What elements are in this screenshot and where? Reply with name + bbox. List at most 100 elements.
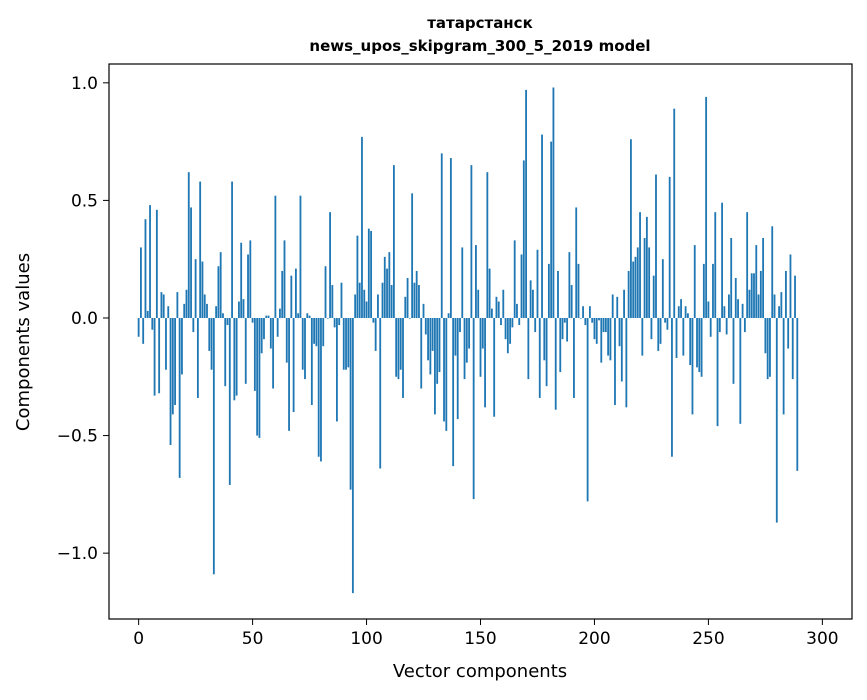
bar <box>734 278 737 318</box>
bar <box>791 317 794 380</box>
bar <box>700 317 703 377</box>
bar <box>351 317 354 594</box>
x-tick-label: 200 <box>578 629 610 649</box>
bar <box>529 280 532 318</box>
bar <box>288 317 290 431</box>
x-axis-ticks: 0 50 100 150 200 250 300 <box>133 619 839 649</box>
bar <box>625 317 628 408</box>
bar <box>475 245 477 318</box>
bar <box>304 317 306 380</box>
bar <box>342 317 345 370</box>
y-tick-label: 0.0 <box>71 309 98 329</box>
bar <box>509 317 512 344</box>
bar <box>338 317 341 326</box>
bar <box>165 317 167 370</box>
bar <box>737 299 739 318</box>
y-tick-label: −1.0 <box>57 544 98 564</box>
y-axis-label: Components values <box>13 253 34 431</box>
bar <box>677 306 680 318</box>
bar <box>224 317 227 387</box>
bar <box>181 317 183 375</box>
bar <box>616 296 619 318</box>
bar <box>326 317 329 319</box>
bar <box>769 317 771 377</box>
bar <box>570 285 573 318</box>
bars-layer <box>137 87 799 594</box>
bar <box>149 205 151 318</box>
bar <box>306 313 309 318</box>
bar <box>299 195 302 318</box>
bar <box>294 268 297 318</box>
bar <box>502 289 505 318</box>
bar <box>317 317 320 457</box>
bar <box>411 193 414 318</box>
bar <box>215 306 218 318</box>
bar <box>636 247 639 318</box>
bar <box>228 317 231 485</box>
bar <box>550 141 553 318</box>
bar <box>279 308 281 318</box>
bar <box>267 315 270 318</box>
bar <box>762 238 765 318</box>
bar <box>789 254 792 318</box>
bar <box>324 266 327 318</box>
bar <box>598 317 600 321</box>
bar <box>162 294 165 318</box>
bar <box>447 313 450 318</box>
bar <box>588 306 591 318</box>
bar <box>794 275 796 318</box>
bar <box>459 317 461 333</box>
bar <box>472 317 475 500</box>
bar <box>235 317 238 396</box>
bar <box>429 317 432 375</box>
bar <box>449 158 452 318</box>
bar <box>534 317 537 333</box>
bar <box>454 317 457 356</box>
bar <box>648 247 651 318</box>
bar <box>573 317 575 398</box>
bar <box>242 299 245 318</box>
bar <box>272 317 275 389</box>
bar <box>413 282 416 318</box>
bar <box>361 136 363 318</box>
bar <box>680 299 682 318</box>
bar <box>543 317 546 361</box>
bar <box>753 273 755 318</box>
bar <box>408 317 411 319</box>
bar <box>399 317 402 370</box>
bar <box>238 301 240 318</box>
bar <box>365 301 368 318</box>
x-tick-label: 150 <box>464 629 496 649</box>
bar <box>659 317 662 344</box>
bar <box>739 317 742 424</box>
bar <box>604 317 607 333</box>
bar <box>575 207 578 318</box>
bar <box>775 317 778 523</box>
bar <box>532 289 534 318</box>
bar <box>310 317 313 405</box>
bar <box>771 226 774 318</box>
bar <box>465 317 468 363</box>
bar <box>212 317 215 575</box>
bar <box>634 256 637 318</box>
bar <box>144 219 147 318</box>
bar <box>705 96 708 318</box>
bar <box>383 256 386 318</box>
bar <box>748 289 751 318</box>
bar <box>490 308 493 318</box>
bar <box>693 245 696 318</box>
bar <box>650 317 653 340</box>
bar <box>682 317 685 356</box>
bar <box>381 282 384 318</box>
bar <box>766 317 769 380</box>
bar <box>395 317 398 377</box>
bar <box>276 317 279 337</box>
bar <box>233 317 236 401</box>
chart-title-line-1: татарстанск <box>427 14 533 32</box>
bar <box>445 317 448 431</box>
bar <box>652 275 655 318</box>
bar <box>732 317 735 384</box>
bar <box>545 317 548 387</box>
bar <box>146 310 149 318</box>
